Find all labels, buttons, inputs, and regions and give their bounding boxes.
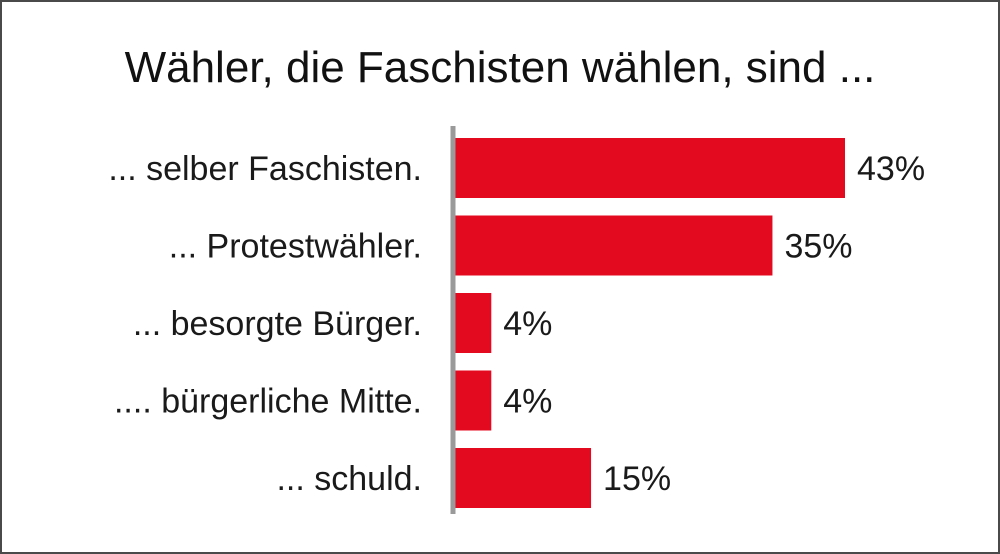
labels-layer: ... selber Faschisten. 43% ... Protestwähl… bbox=[108, 150, 925, 498]
value-label-2: 35% bbox=[784, 228, 852, 266]
bar-4 bbox=[455, 370, 492, 431]
category-label-5: ... schuld. bbox=[276, 460, 422, 498]
value-label-1: 43% bbox=[857, 150, 925, 188]
chart-title: Wähler, die Faschisten wählen, sind ... bbox=[124, 43, 876, 92]
category-label-4: .... bürgerliche Mitte. bbox=[114, 383, 422, 421]
bar-5 bbox=[455, 448, 592, 508]
bar-1 bbox=[455, 138, 845, 198]
bar-3 bbox=[455, 293, 492, 353]
value-label-5: 15% bbox=[603, 460, 671, 498]
bars-layer bbox=[455, 138, 845, 508]
category-label-1: ... selber Faschisten. bbox=[108, 150, 422, 188]
bar-2 bbox=[455, 215, 773, 276]
category-label-2: ... Protestwähler. bbox=[169, 228, 422, 266]
category-label-3: ... besorgte Bürger. bbox=[133, 305, 422, 343]
value-label-4: 4% bbox=[503, 383, 552, 421]
value-label-3: 4% bbox=[503, 305, 552, 343]
